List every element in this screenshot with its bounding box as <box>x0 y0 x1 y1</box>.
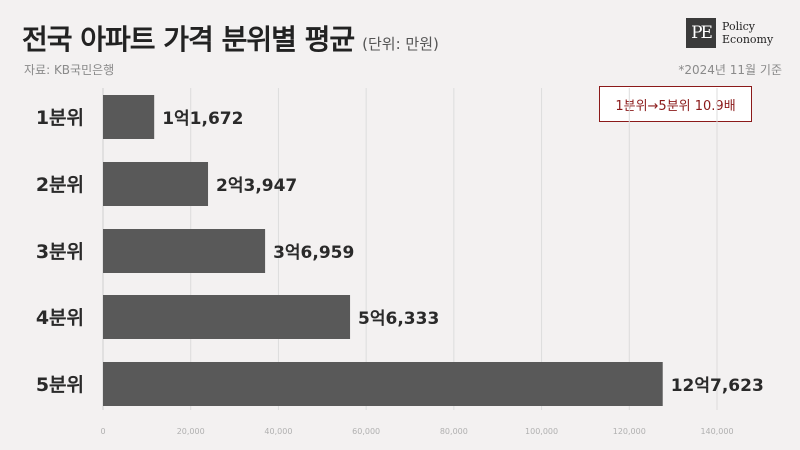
source-label: 자료: KB국민은행 <box>24 63 115 77</box>
bar <box>103 95 155 139</box>
unit-label: (단위: 만원) <box>362 35 439 53</box>
data-label: 12억7,623 <box>671 376 764 396</box>
x-tick-label: 100,000 <box>525 427 558 436</box>
bar <box>103 295 351 339</box>
logo-mark-icon: PE <box>686 18 716 48</box>
data-label: 1억1,672 <box>162 109 243 129</box>
data-label: 5억6,333 <box>358 309 439 329</box>
data-label: 2억3,947 <box>216 176 297 196</box>
bar <box>103 162 209 206</box>
x-tick-label: 40,000 <box>264 427 292 436</box>
chart-title: 전국 아파트 가격 분위별 평균 <box>22 23 355 56</box>
bar <box>103 229 266 273</box>
logo-text-line2: Economy <box>722 33 774 46</box>
x-tick-label: 140,000 <box>700 427 733 436</box>
bar <box>103 362 663 406</box>
x-tick-label: 20,000 <box>177 427 205 436</box>
logo-text: Policy Economy <box>722 20 773 46</box>
x-tick-label: 0 <box>100 427 105 436</box>
data-label: 3억6,959 <box>273 243 354 263</box>
x-tick-label: 120,000 <box>613 427 646 436</box>
ratio-callout: 1분위→5분위 10.9배 <box>599 86 752 122</box>
date-note: *2024년 11월 기준 <box>678 63 782 77</box>
title-row: 전국 아파트 가격 분위별 평균 (단위: 만원) <box>22 18 439 58</box>
category-label: 2분위 <box>36 174 84 196</box>
category-label: 4분위 <box>36 307 84 329</box>
x-tick-label: 60,000 <box>352 427 380 436</box>
x-tick-label: 80,000 <box>440 427 468 436</box>
category-label: 5분위 <box>36 374 84 396</box>
logo-text-line1: Policy <box>722 20 755 33</box>
category-label: 1분위 <box>36 107 84 129</box>
policy-economy-logo: PE Policy Economy <box>686 18 773 48</box>
category-label: 3분위 <box>36 241 84 263</box>
